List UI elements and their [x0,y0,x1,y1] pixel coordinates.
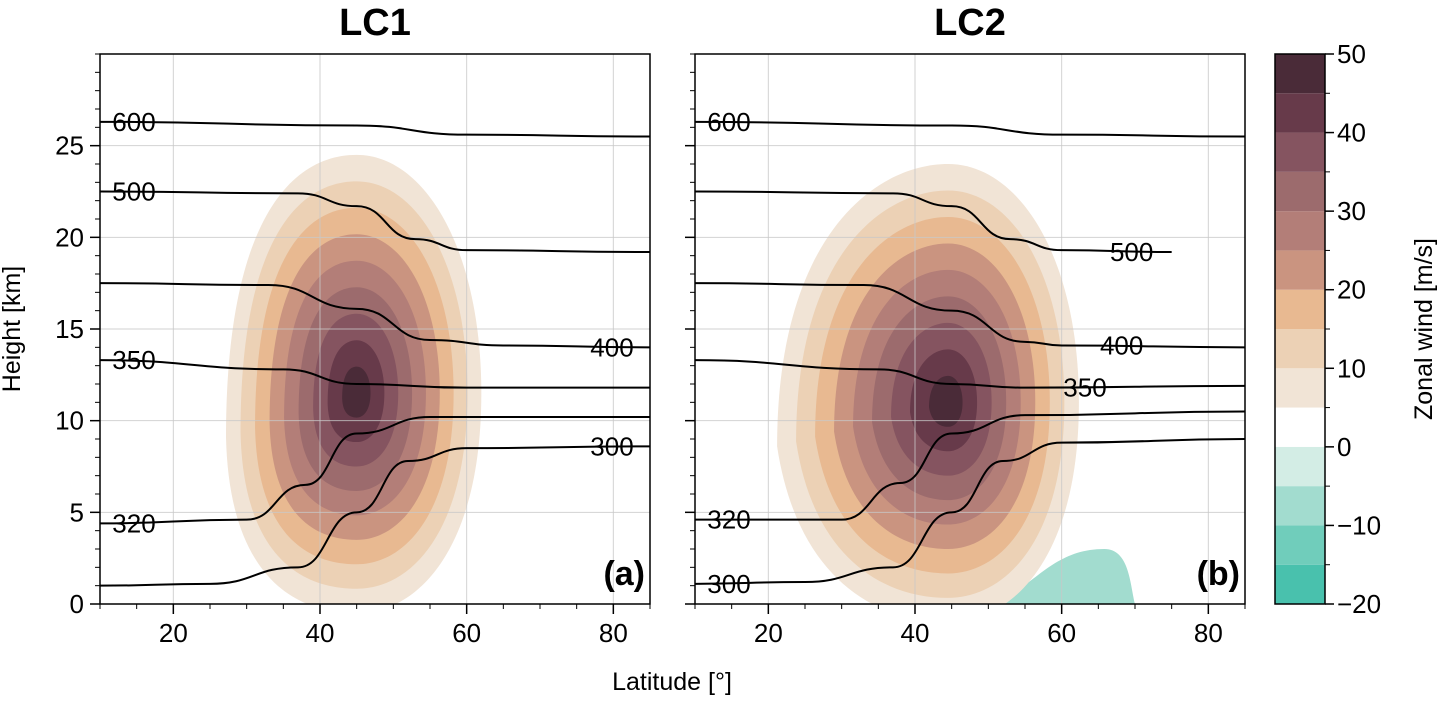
colorbar-band [1275,446,1325,487]
theta-line-350 [100,359,650,389]
theta-line-600 [695,120,1245,138]
colorbar-band [1275,132,1325,172]
colorbar-tick-label: −10 [1337,510,1381,540]
colorbar-label: Zonal wind [m/s] [1410,238,1438,420]
contour-labels: 600 500 400 350 320 300 [112,107,633,538]
axis-ticks: 20 40 60 80 0 5 10 15 20 25 [55,53,651,648]
theta-label-350: 350 [1063,373,1106,403]
x-tick-label: 60 [1047,618,1076,648]
gridlines [100,54,650,604]
wind-level-45 [929,375,963,427]
theta-line-400 [695,282,1245,349]
x-tick-label: 40 [901,618,930,648]
colorbar-band [1275,54,1325,94]
theta-label-320: 320 [707,505,750,535]
colorbar: −20 −10 0 10 20 30 40 50 Zonal wind [m/s] [1274,39,1438,619]
theta-line-500 [695,190,1172,253]
easterly-region [995,549,1135,604]
theta-line-350 [695,359,1245,389]
colorbar-tick-label: 20 [1337,275,1366,305]
gridlines [695,54,1245,604]
theta-line-300 [695,438,1245,585]
y-tick-label: 15 [55,314,84,344]
theta-line-400 [100,282,650,349]
panel-lc2: LC2 600 500 400 350 320 300 20 40 60 80 (b) [685,2,1246,648]
wind-level-45 [342,366,371,418]
y-tick-label: 10 [55,406,84,436]
theta-label-500: 500 [1110,237,1153,267]
x-tick-label: 40 [306,618,335,648]
colorbar-ticks: −20 −10 0 10 20 30 40 50 [1325,39,1381,619]
colorbar-band [1275,250,1325,290]
theta-line-500 [100,190,650,253]
theta-contours [695,120,1245,585]
x-tick-label: 80 [599,618,628,648]
colorbar-band [1275,564,1325,604]
x-tick-label: 20 [159,618,188,648]
colorbar-band [1275,486,1325,526]
x-tick-label: 60 [452,618,481,648]
colorbar-band [1275,368,1325,408]
theta-label-300: 300 [707,569,750,599]
colorbar-tick-label: 30 [1337,196,1366,226]
panel-label: (b) [1197,555,1240,593]
y-tick-label: 25 [55,131,84,161]
theta-line-320 [695,410,1245,521]
colorbar-tick-label: 50 [1337,39,1366,69]
colorbar-tick-label: 10 [1337,353,1366,383]
theta-label-400: 400 [1100,331,1143,361]
theta-line-300 [100,445,650,587]
colorbar-band [1275,329,1325,369]
colorbar-band [1275,211,1325,251]
theta-label-600: 600 [707,107,750,137]
y-tick-label: 5 [70,497,84,527]
panel-title: LC1 [339,2,411,44]
colorbar-tick-label: 40 [1337,118,1366,148]
colorbar-tick-label: 0 [1337,432,1351,462]
panel-title: LC2 [934,2,1006,44]
theta-label-500: 500 [112,177,155,207]
y-axis-label: Height [km] [0,266,26,392]
colorbar-band [1275,93,1325,133]
theta-label-600: 600 [112,107,155,137]
wind-fill-contours [226,154,482,604]
theta-line-600 [100,120,650,138]
colorbar-band [1275,171,1325,212]
theta-line-320 [100,415,650,525]
panel-label: (a) [603,555,645,593]
theta-label-350: 350 [112,345,155,375]
colorbar-band [1275,289,1325,329]
theta-label-300: 300 [590,431,633,461]
x-tick-label: 80 [1194,618,1223,648]
theta-contours [100,120,650,587]
x-tick-label: 20 [754,618,783,648]
colorbar-band [1275,407,1325,447]
axis-ticks: 20 40 60 80 [685,53,1246,648]
theta-label-320: 320 [112,508,155,538]
colorbar-band [1275,525,1325,565]
colorbar-bands [1275,54,1325,604]
x-axis-label: Latitude [°] [612,668,732,696]
colorbar-tick-label: −20 [1337,589,1381,619]
contour-labels: 600 500 400 350 320 300 [707,107,1153,599]
y-tick-label: 0 [70,589,84,619]
theta-label-400: 400 [590,332,633,362]
y-tick-label: 20 [55,222,84,252]
